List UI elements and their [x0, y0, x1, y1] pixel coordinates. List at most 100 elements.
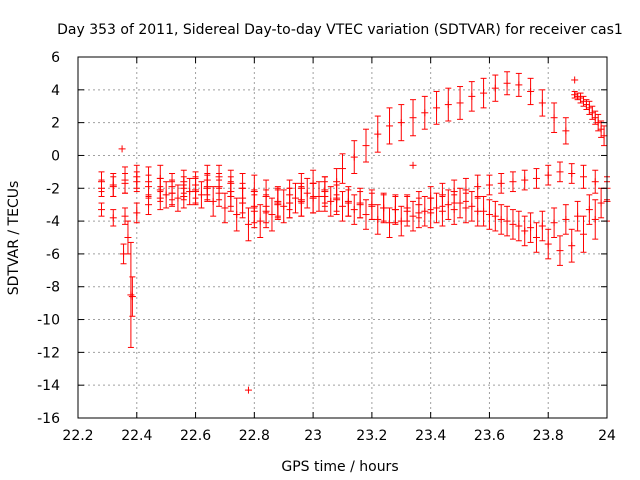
data-point: [286, 187, 294, 219]
x-tick-label: 22.2: [62, 428, 93, 444]
data-point: [591, 199, 599, 240]
data-point: [421, 95, 429, 130]
data-point: [374, 204, 382, 235]
data-point: [497, 173, 505, 194]
data-point: [344, 186, 352, 217]
y-axis-label: SDTVAR / TECUs: [6, 181, 22, 296]
data-point: [239, 182, 247, 214]
x-tick-label: 23.4: [415, 428, 446, 444]
data-point: [397, 104, 405, 142]
data-point: [503, 71, 511, 96]
data-point: [485, 199, 493, 230]
data-point: [509, 171, 517, 193]
y-tick-label: 0: [51, 148, 60, 164]
data-point: [197, 181, 205, 209]
data-point: [174, 184, 182, 212]
data-point: [397, 205, 405, 237]
data-point: [503, 205, 511, 237]
y-tick-label: 6: [51, 50, 60, 66]
data-point: [409, 161, 417, 169]
data-point: [544, 228, 552, 260]
x-tick-label: 24: [598, 428, 616, 444]
data-point: [350, 194, 358, 225]
data-point: [280, 189, 288, 224]
data-point: [209, 186, 217, 217]
data-point: [550, 207, 558, 238]
data-point: [192, 176, 200, 204]
data-point: [268, 197, 276, 232]
data-point: [544, 164, 552, 186]
data-point: [297, 186, 305, 217]
data-point: [562, 117, 570, 145]
data-point: [244, 207, 252, 242]
data-point: [568, 163, 576, 184]
series-outliers: [118, 76, 579, 394]
data-point: [274, 189, 282, 220]
x-tick-label: 23.8: [533, 428, 564, 444]
data-point: [571, 76, 579, 84]
data-point: [368, 189, 376, 220]
data-point: [468, 81, 476, 112]
data-point: [244, 386, 252, 394]
data-point: [256, 204, 264, 238]
y-tick-label: -8: [46, 280, 60, 296]
data-point: [515, 210, 523, 242]
x-tick-label: 22.4: [121, 428, 152, 444]
data-point: [262, 194, 270, 229]
data-point: [409, 99, 417, 137]
data-point: [538, 89, 546, 117]
data-point: [474, 174, 482, 199]
x-tick-label: 23.6: [474, 428, 505, 444]
data-point: [203, 174, 211, 202]
y-tick-label: -10: [37, 313, 60, 329]
data-point: [121, 173, 129, 194]
data-point: [386, 107, 394, 145]
data-point: [480, 195, 488, 227]
data-point: [127, 241, 135, 348]
y-tick-label: 2: [51, 116, 60, 132]
data-point: [162, 181, 170, 209]
tick-labels: 22.2 22.4 22.6 22.8 23 23.2 23.4 23.6 23.8 24-16-…: [37, 50, 616, 444]
data-point: [128, 276, 136, 317]
data-point: [591, 110, 599, 125]
data-point: [215, 173, 223, 201]
grid: [78, 57, 607, 418]
plot-frame: [77, 56, 608, 419]
data-point: [391, 194, 399, 225]
data-point: [133, 202, 141, 224]
data-point: [403, 195, 411, 227]
data-point: [309, 182, 317, 214]
data-point: [474, 195, 482, 227]
data-point: [456, 86, 464, 120]
data-point: [579, 164, 587, 189]
series-track-d: [162, 177, 605, 243]
data-point: [571, 90, 579, 99]
data-point: [497, 204, 505, 235]
data-point: [303, 177, 311, 209]
y-tick-label: -2: [46, 181, 60, 197]
data-point: [362, 199, 370, 230]
y-tick-label: -12: [37, 345, 60, 361]
data-point: [427, 197, 435, 229]
y-tick-label: -4: [46, 214, 60, 230]
data-point: [491, 200, 499, 232]
data-point: [380, 192, 388, 224]
data-point: [588, 105, 596, 120]
data-point: [462, 192, 470, 224]
data-point: [374, 115, 382, 153]
data-point: [121, 207, 129, 225]
data-point: [444, 87, 452, 122]
data-point: [433, 90, 441, 125]
series-track-e: [571, 90, 608, 147]
data-point: [579, 215, 587, 253]
axis-ticks: [77, 56, 608, 419]
data-point: [180, 184, 188, 209]
data-point: [444, 189, 452, 220]
data-point: [109, 209, 117, 227]
y-tick-label: -14: [37, 378, 60, 394]
data-point: [133, 171, 141, 193]
data-point: [527, 77, 535, 106]
data-point: [386, 207, 394, 238]
data-point: [145, 194, 153, 216]
data-point: [521, 169, 529, 191]
